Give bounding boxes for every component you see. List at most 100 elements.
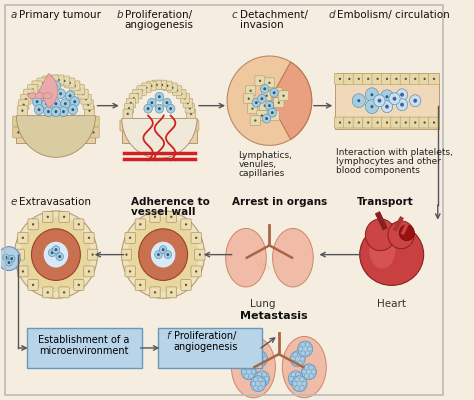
FancyBboxPatch shape xyxy=(195,249,205,260)
Circle shape xyxy=(83,131,85,134)
Text: Heart: Heart xyxy=(377,299,406,309)
Circle shape xyxy=(400,93,404,97)
Text: angiogenesis: angiogenesis xyxy=(173,342,238,352)
Circle shape xyxy=(23,104,25,106)
FancyBboxPatch shape xyxy=(128,120,140,131)
FancyBboxPatch shape xyxy=(372,117,383,128)
Circle shape xyxy=(37,108,40,111)
FancyBboxPatch shape xyxy=(121,249,132,260)
Circle shape xyxy=(254,119,256,122)
Circle shape xyxy=(46,131,48,134)
Circle shape xyxy=(264,376,269,381)
Text: vessel wall: vessel wall xyxy=(131,207,196,217)
Circle shape xyxy=(55,102,57,105)
FancyBboxPatch shape xyxy=(255,76,265,86)
Circle shape xyxy=(184,97,186,100)
FancyBboxPatch shape xyxy=(137,120,148,131)
FancyBboxPatch shape xyxy=(135,280,146,290)
Circle shape xyxy=(167,124,169,127)
Text: Proliferation/: Proliferation/ xyxy=(173,331,236,341)
Circle shape xyxy=(298,361,302,366)
FancyBboxPatch shape xyxy=(158,328,262,368)
Text: d: d xyxy=(328,10,335,20)
FancyBboxPatch shape xyxy=(372,73,383,84)
Circle shape xyxy=(291,372,296,377)
FancyBboxPatch shape xyxy=(334,117,346,128)
FancyBboxPatch shape xyxy=(353,117,365,128)
FancyBboxPatch shape xyxy=(22,127,33,138)
Circle shape xyxy=(301,364,317,380)
FancyBboxPatch shape xyxy=(48,75,58,85)
Circle shape xyxy=(32,88,34,91)
Circle shape xyxy=(185,223,187,226)
FancyBboxPatch shape xyxy=(43,211,53,222)
FancyBboxPatch shape xyxy=(150,211,160,222)
Circle shape xyxy=(6,259,12,266)
Circle shape xyxy=(276,92,278,94)
FancyBboxPatch shape xyxy=(27,85,38,94)
Text: Detachment/: Detachment/ xyxy=(240,10,308,20)
Circle shape xyxy=(367,78,369,80)
FancyBboxPatch shape xyxy=(171,120,182,131)
Circle shape xyxy=(389,93,400,105)
Ellipse shape xyxy=(43,93,52,99)
FancyBboxPatch shape xyxy=(124,104,134,113)
Circle shape xyxy=(36,120,38,123)
Circle shape xyxy=(73,85,76,87)
Circle shape xyxy=(227,56,312,145)
FancyBboxPatch shape xyxy=(177,89,186,99)
FancyBboxPatch shape xyxy=(122,118,197,143)
Text: Lymphatics,: Lymphatics, xyxy=(238,151,292,160)
FancyBboxPatch shape xyxy=(123,109,132,119)
Text: Arrest in organs: Arrest in organs xyxy=(232,197,327,207)
Text: Transport: Transport xyxy=(357,197,414,207)
Circle shape xyxy=(69,94,72,97)
FancyBboxPatch shape xyxy=(50,127,62,138)
Circle shape xyxy=(293,352,298,357)
Text: Metastasis: Metastasis xyxy=(240,311,308,321)
Circle shape xyxy=(44,242,68,268)
Circle shape xyxy=(56,89,65,99)
FancyBboxPatch shape xyxy=(150,287,160,298)
FancyBboxPatch shape xyxy=(59,211,69,222)
Circle shape xyxy=(154,291,156,294)
Text: a: a xyxy=(11,10,17,20)
Ellipse shape xyxy=(282,336,326,398)
Circle shape xyxy=(17,120,19,123)
FancyBboxPatch shape xyxy=(188,120,199,131)
FancyBboxPatch shape xyxy=(43,287,53,298)
Circle shape xyxy=(339,78,341,80)
Circle shape xyxy=(55,84,57,87)
Circle shape xyxy=(87,104,89,106)
Circle shape xyxy=(309,374,314,378)
FancyBboxPatch shape xyxy=(74,85,84,94)
FancyBboxPatch shape xyxy=(41,116,52,127)
FancyBboxPatch shape xyxy=(69,127,81,138)
Circle shape xyxy=(365,219,395,251)
Ellipse shape xyxy=(360,224,424,286)
FancyBboxPatch shape xyxy=(129,94,138,103)
Circle shape xyxy=(296,372,301,377)
Circle shape xyxy=(199,254,201,256)
Circle shape xyxy=(36,131,38,134)
Circle shape xyxy=(63,216,65,218)
Circle shape xyxy=(150,101,153,104)
Circle shape xyxy=(241,364,256,380)
Circle shape xyxy=(392,97,396,101)
Circle shape xyxy=(385,95,388,98)
Circle shape xyxy=(263,356,267,361)
Circle shape xyxy=(64,102,67,105)
Circle shape xyxy=(192,124,194,127)
FancyBboxPatch shape xyxy=(166,287,176,298)
Circle shape xyxy=(252,98,261,107)
Circle shape xyxy=(10,257,13,260)
FancyBboxPatch shape xyxy=(59,76,70,86)
FancyBboxPatch shape xyxy=(146,81,156,91)
Circle shape xyxy=(61,99,70,109)
Circle shape xyxy=(348,78,350,80)
Circle shape xyxy=(78,284,80,286)
Circle shape xyxy=(171,86,173,89)
Circle shape xyxy=(128,107,130,110)
Text: b: b xyxy=(116,10,123,20)
Circle shape xyxy=(195,237,197,239)
